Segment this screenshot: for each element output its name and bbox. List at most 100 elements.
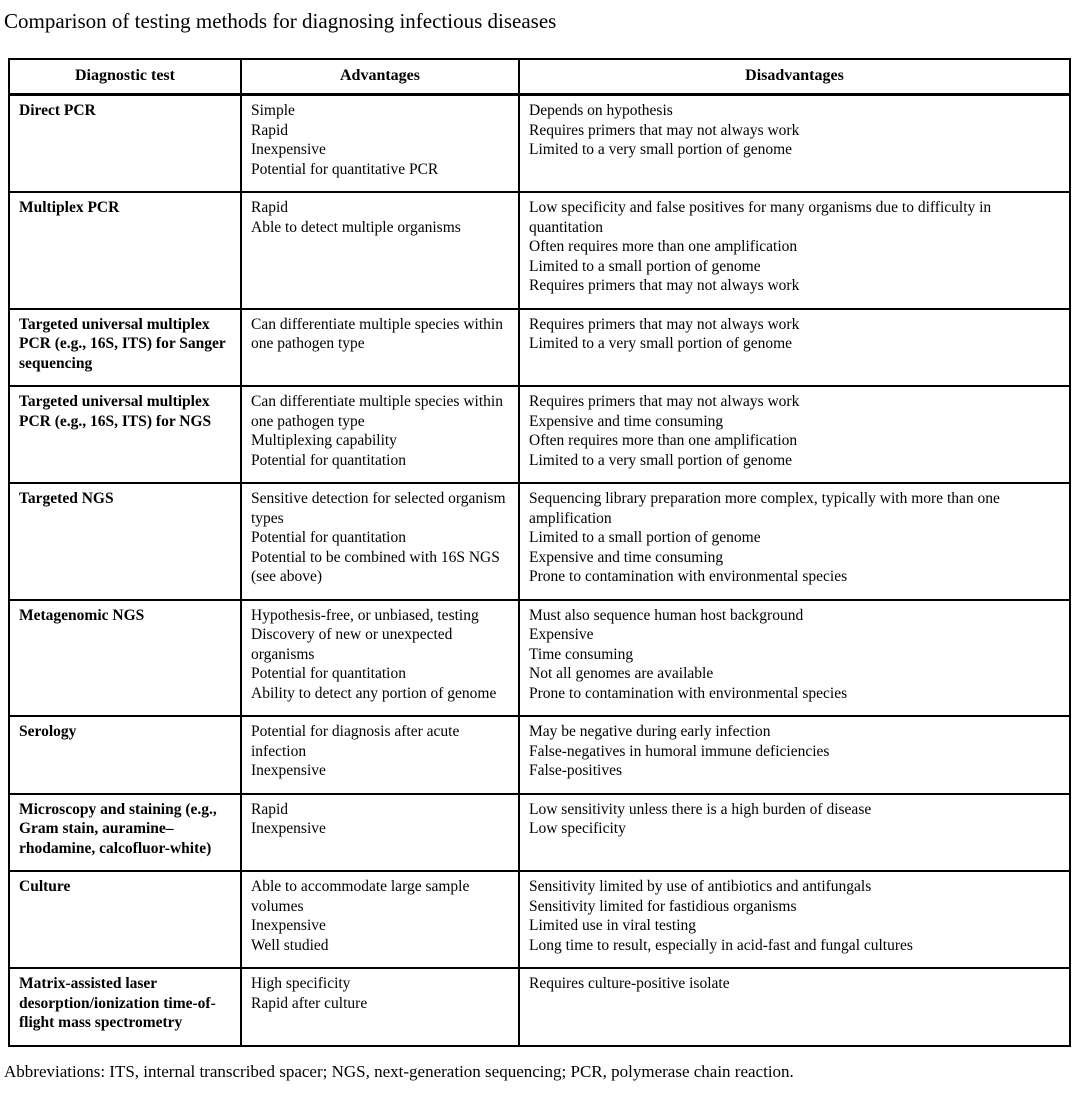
advantage-item: Ability to detect any portion of genome [251,684,497,702]
advantage-item: Rapid after culture [251,994,368,1012]
document-page: Comparison of testing methods for diagno… [4,9,1071,1081]
diagnostic-test-name: Culture [8,870,242,969]
table-body: Direct PCR Simple Rapid Inexpensive Potentia… [8,93,1071,1047]
disadvantages-cell: Sequencing library preparation more comp… [518,482,1071,601]
table-caption: Comparison of testing methods for diagno… [4,9,557,33]
disadvantage-item: Requires primers that may not always wor… [529,315,800,333]
disadvantage-item: Requires primers that may not always wor… [529,393,800,410]
disadvantage-item: Limited to a small portion of genome [529,257,761,275]
advantages-cell: Rapid Able to detect multiple organisms [240,191,520,310]
advantage-item: Potential for quantitation [251,451,406,469]
table-row: Targeted universal multiplex PCR (e.g., … [8,307,1071,387]
advantage-item: Rapid [251,800,289,818]
disadvantage-item: Expensive [529,626,594,643]
table-row: Direct PCR Simple Rapid Inexpensive Potentia… [8,93,1071,193]
advantages-cell: Hypothesis-free, or unbiased, testing Dis… [240,598,520,717]
advantages-cell: Rapid Inexpensive [240,792,520,872]
table-row: Culture Able to accommodate large sample … [8,870,1071,969]
disadvantage-item: Requires primers that may not always wor… [529,121,800,139]
disadvantages-cell: Depends on hypothesis Requires primers th… [518,93,1071,193]
disadvantages-cell: Sensitivity limited by use of antibiotic… [518,870,1071,969]
abbreviations-footnote: Abbreviations: ITS, internal transcribed… [4,1061,794,1081]
advantage-item: Inexpensive [251,762,326,779]
advantages-cell: Can differentiate multiple species withi… [240,385,520,484]
table-row: Targeted NGS Sensitive detection for sele… [8,482,1071,601]
advantage-item: Sensitive detection for selected organis… [251,490,506,527]
disadvantage-item: Limited use in viral testing [529,917,697,934]
disadvantage-item: Expensive and time consuming [529,548,724,566]
diagnostic-test-name: Targeted universal multiplex PCR (e.g., … [8,385,242,484]
disadvantage-item: Limited to a very small portion of genom… [529,141,793,158]
disadvantage-item: Limited to a very small portion of genom… [529,451,793,469]
disadvantage-item: Limited to a small portion of genome [529,529,761,546]
advantages-cell: Simple Rapid Inexpensive Potential for quan… [240,93,520,193]
advantage-item: Inexpensive [251,141,326,158]
advantage-item: Hypothesis-free, or unbiased, testing [251,606,479,624]
disadvantage-item: Low specificity [529,820,626,837]
disadvantage-item: Requires primers that may not always wor… [529,277,800,294]
diagnostic-test-name: Serology [8,715,242,795]
disadvantage-item: May be negative during early infection [529,723,771,740]
advantage-item: Rapid [251,121,289,139]
disadvantage-item: Depends on hypothesis [529,102,673,119]
disadvantages-cell: May be negative during early infection Fa… [518,715,1071,795]
disadvantage-item: Sensitivity limited by use of antibiotic… [529,878,872,895]
disadvantage-item: Sequencing library preparation more comp… [529,490,1000,527]
disadvantage-item: Must also sequence human host background [529,606,804,624]
disadvantage-item: Expensive and time consuming [529,412,724,430]
diagnostic-test-name: Targeted NGS [8,482,242,601]
advantages-cell: Able to accommodate large sample volumes… [240,870,520,969]
advantage-item: Potential for quantitative PCR [251,160,439,178]
advantage-item: Able to accommodate large sample volumes [251,878,470,915]
advantage-item: Discovery of new or unexpected organisms [251,626,453,663]
disadvantages-cell: Must also sequence human host background… [518,598,1071,717]
advantages-cell: Potential for diagnosis after acute infe… [240,715,520,795]
comparison-table: Diagnostic test Advantages Disadvantages… [8,58,1071,1047]
disadvantage-item: Limited to a very small portion of genom… [529,335,793,352]
advantage-item: Multiplexing capability [251,432,397,449]
col-header-disadvantages: Disadvantages [518,58,1071,96]
diagnostic-test-name: Microscopy and staining (e.g., Gram stai… [8,792,242,872]
advantage-item: Inexpensive [251,820,326,837]
advantage-item: Able to detect multiple organisms [251,218,461,236]
advantage-item: Inexpensive [251,917,326,934]
disadvantage-item: Requires culture-positive isolate [529,975,730,992]
advantage-item: Simple [251,102,295,119]
disadvantage-item: False-negatives in humoral immune defici… [529,742,830,760]
disadvantage-item: Low sensitivity unless there is a high b… [529,800,872,818]
diagnostic-test-name: Matrix-assisted laser desorption/ionizat… [8,967,242,1047]
table-row: Metagenomic NGS Hypothesis-free, or unbia… [8,598,1071,717]
col-header-diagnostic-test: Diagnostic test [8,58,242,96]
disadvantage-item: Time consuming [529,645,634,663]
disadvantage-item: Not all genomes are available [529,665,714,682]
disadvantage-item: Prone to contamination with environmenta… [529,684,848,702]
advantage-item: Potential to be combined with 16S NGS (s… [251,548,500,586]
disadvantage-item: Sensitivity limited for fastidious organ… [529,897,797,915]
header-row: Diagnostic test Advantages Disadvantages [8,58,1071,96]
table-row: Multiplex PCR Rapid Able to detect multipl… [8,191,1071,310]
disadvantage-item: Prone to contamination with environmenta… [529,568,848,585]
advantages-cell: High specificity Rapid after culture [240,967,520,1047]
advantage-item: Potential for quantitation [251,529,406,546]
advantage-item: Rapid [251,199,289,216]
advantage-item: High specificity [251,975,351,992]
advantage-item: Can differentiate multiple species withi… [251,393,503,430]
table-row: Serology Potential for diagnosis after ac… [8,715,1071,795]
advantage-item: Can differentiate multiple species withi… [251,315,503,353]
table-row: Targeted universal multiplex PCR (e.g., … [8,385,1071,484]
advantage-item: Potential for diagnosis after acute infe… [251,723,460,760]
disadvantage-item: False-positives [529,762,622,779]
disadvantages-cell: Requires primers that may not always wor… [518,385,1071,484]
disadvantage-item: Often requires more than one amplificati… [529,432,798,449]
disadvantage-item: Often requires more than one amplificati… [529,238,798,255]
disadvantages-cell: Low sensitivity unless there is a high b… [518,792,1071,872]
advantages-cell: Sensitive detection for selected organis… [240,482,520,601]
disadvantages-cell: Requires culture-positive isolate [518,967,1071,1047]
diagnostic-test-name: Direct PCR [8,93,242,193]
table-row: Microscopy and staining (e.g., Gram stai… [8,792,1071,872]
table-row: Matrix-assisted laser desorption/ionizat… [8,967,1071,1047]
advantages-cell: Can differentiate multiple species withi… [240,307,520,387]
diagnostic-test-name: Metagenomic NGS [8,598,242,717]
advantage-item: Well studied [251,936,329,954]
disadvantage-item: Low specificity and false positives for … [529,199,992,236]
